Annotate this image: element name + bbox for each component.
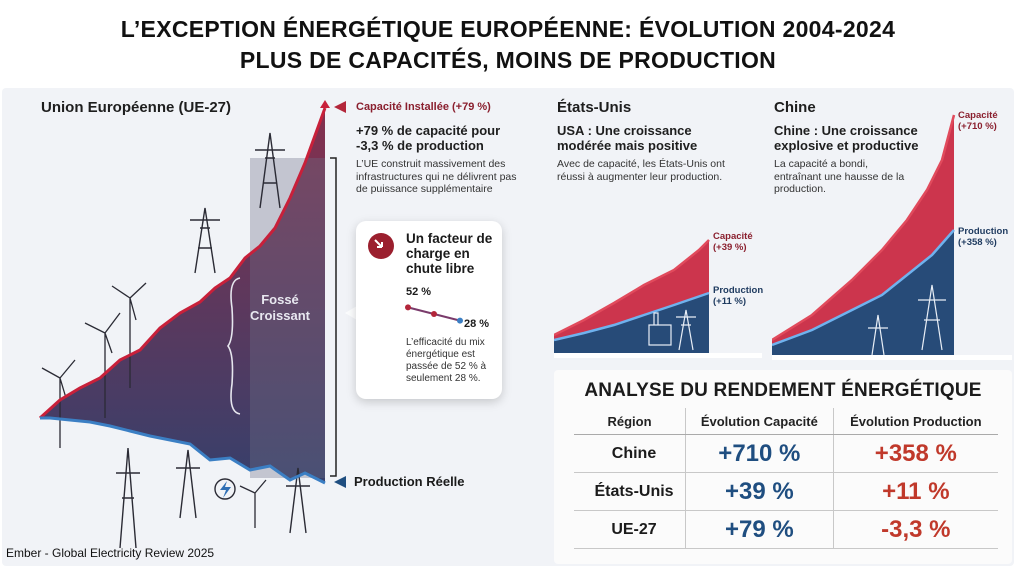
eu-gap-label: Fossé Croissant [250,292,310,323]
card-pointer [345,306,357,320]
usa-production-label: Production (+11 %) [713,285,764,307]
row-region: Chine [574,434,686,473]
eu-subtitle: +79 % de capacité pour -3,3 % de product… [356,123,501,153]
china-production-label: Production (+358 %) [958,226,1009,248]
load-factor-start: 52 % [406,286,432,298]
load-factor-point [457,317,463,324]
row-production: +358 % [832,434,998,473]
china-description: La capacité a bondi, entraînant une haus… [774,158,905,195]
eu-chart [38,100,357,548]
eu-capacity-arrow-icon [334,101,346,113]
title-line-2: PLUS DE CAPACITÉS, MOINS DE PRODUCTION [239,47,777,73]
china-capacity-line [772,114,956,342]
source-credit: Ember - Global Electricity Review 2025 [6,546,215,560]
pylon-icon [116,132,310,548]
eu-capacity-label: Capacité Installée (+79 %) [356,101,491,113]
row-production: +11 % [832,472,998,511]
eu-capacity-marker [320,100,330,108]
china-capacity-label: Capacité (+710 %) [958,110,998,132]
load-factor-title: Un facteur de charge en chute libre [406,231,493,276]
eu-production-line [40,416,326,485]
load-factor-description: L’efficacité du mix énergétique est pass… [406,337,487,384]
china-heading: Chine [774,99,816,116]
usa-description: Avec de capacité, les États-Unis ont réu… [557,158,725,183]
load-factor-sparkline [405,304,463,324]
table-row: Chine +710 % +358 % [574,434,998,473]
load-factor-point [405,304,411,311]
eu-gap-bracket [330,157,337,477]
title-line-1: L’EXCEPTION ÉNERGÉTIQUE EUROPÉENNE: ÉVOL… [120,16,896,42]
eu-description: L’UE construit massivement des infrastru… [356,158,517,195]
gauge-down-icon [368,233,394,259]
eu-heading: Union Européenne (UE-27) [41,99,232,116]
table-header-row: Région Évolution Capacité Évolution Prod… [574,408,998,435]
header-production: Évolution Production [832,408,998,435]
eu-capacity-line [38,107,327,420]
usa-capacity-line [554,239,710,337]
row-capacity: +710 % [685,434,834,473]
usa-subtitle: USA : Une croissance modérée mais positi… [557,123,698,153]
main-title: L’EXCEPTION ÉNERGÉTIQUE EUROPÉENNE: ÉVOL… [0,14,1016,76]
header-capacity: Évolution Capacité [685,408,834,435]
row-capacity: +39 % [685,472,834,511]
usa-capacity-label: Capacité (+39 %) [713,231,753,253]
eu-production-arrow-icon [334,476,346,488]
row-production: -3,3 % [832,510,998,549]
header-region: Région [574,408,686,435]
china-subtitle: Chine : Une croissance explosive et prod… [774,123,919,153]
eu-production-label: Production Réelle [354,474,465,489]
eu-gap-area [40,108,325,483]
load-factor-end: 28 % [464,318,490,330]
load-factor-point [431,311,437,317]
row-capacity: +79 % [685,510,834,549]
load-factor-card: Un facteur de charge en chute libre 52 %… [356,221,502,399]
usa-heading: États-Unis [557,99,632,116]
row-region: UE-27 [574,510,686,549]
pylon-icon [868,284,946,356]
analysis-table-box: ANALYSE DU RENDEMENT ÉNERGÉTIQUE Région … [554,370,1012,564]
eu-gap-band [250,158,325,478]
china-production-line [772,229,955,347]
analysis-table: Région Évolution Capacité Évolution Prod… [574,408,998,549]
table-row: UE-27 +79 % -3,3 % [574,510,998,549]
factory-icon [648,312,672,346]
table-row: États-Unis +39 % +11 % [574,472,998,511]
usa-chart [554,239,762,358]
analysis-title: ANALYSE DU RENDEMENT ÉNERGÉTIQUE [584,380,982,401]
china-chart [772,114,1012,360]
lightning-icon [214,478,236,500]
row-region: États-Unis [574,472,686,511]
usa-production-line [554,291,710,342]
pylon-icon [676,309,696,351]
